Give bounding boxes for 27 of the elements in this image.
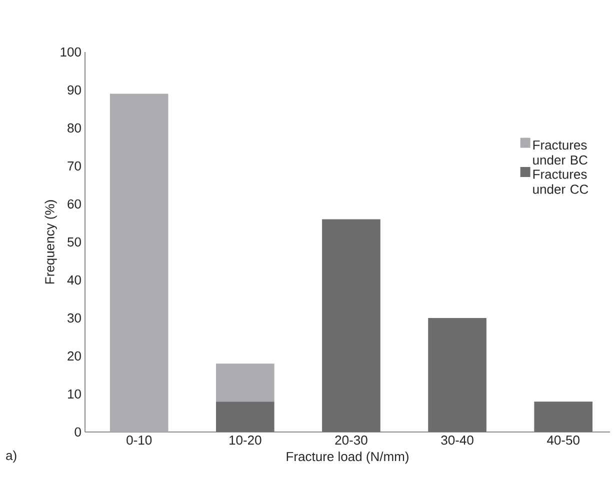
y-tick-label: 60 <box>68 199 81 209</box>
y-tick-label: 100 <box>60 47 81 57</box>
legend-label: Fractures under BC <box>533 140 588 165</box>
bar <box>216 402 274 432</box>
bar <box>428 318 486 432</box>
y-tick-label: 70 <box>68 161 81 171</box>
y-tick-label: 90 <box>68 85 81 95</box>
x-tick-label: 30-40 <box>441 436 474 445</box>
x-axis-title: Fracture load (N/mm) <box>286 452 408 464</box>
y-tick-label: 50 <box>68 237 81 247</box>
bar <box>322 219 380 432</box>
y-tick-label: 80 <box>68 123 81 133</box>
legend-label: Fractures under CC <box>533 170 588 194</box>
y-tick-label: 20 <box>68 351 81 361</box>
x-tick-label: 20-30 <box>335 436 368 445</box>
bar <box>216 364 274 402</box>
bar <box>534 402 592 432</box>
x-tick-label: 10-20 <box>230 436 262 445</box>
y-tick-label: 10 <box>68 389 81 399</box>
x-tick-label: 40-50 <box>547 436 580 445</box>
y-axis-title: Frequency (%) <box>44 200 57 284</box>
bar <box>110 94 168 432</box>
text: a) <box>6 450 16 463</box>
y-tick-label: 30 <box>68 313 81 323</box>
y-tick-label: 0 <box>74 427 81 437</box>
x-tick-label: 0-10 <box>126 436 152 445</box>
y-tick-label: 40 <box>67 275 81 285</box>
